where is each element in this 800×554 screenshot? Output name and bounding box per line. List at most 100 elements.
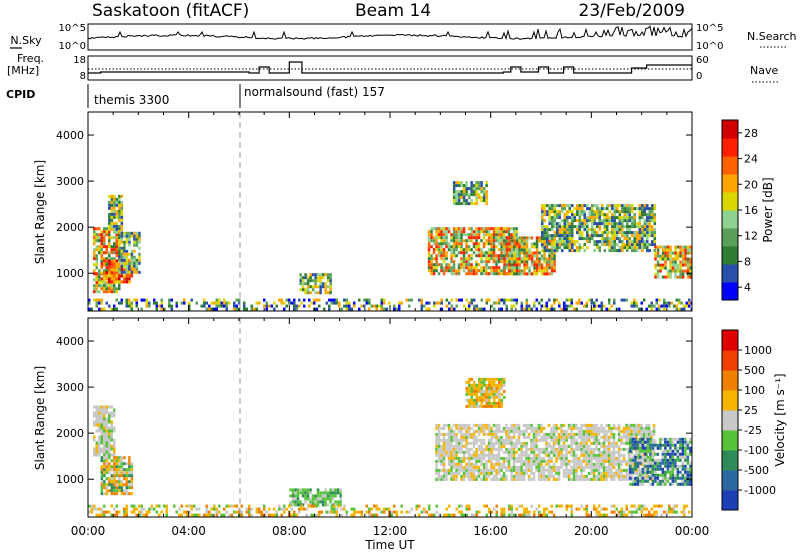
heatmap-cell [467, 441, 471, 445]
heatmap-cell [606, 219, 609, 223]
heatmap-cell [636, 234, 639, 238]
heatmap-cell [557, 465, 561, 469]
heatmap-cell [525, 298, 528, 302]
heatmap-cell [635, 429, 638, 433]
heatmap-cell [613, 243, 616, 247]
heatmap-cell [103, 456, 106, 460]
heatmap-cell [498, 392, 501, 396]
heatmap-cell [478, 510, 481, 514]
heatmap-cell [616, 225, 619, 229]
heatmap-cell [543, 210, 546, 214]
heatmap-cell [495, 230, 498, 234]
heatmap-cell [492, 423, 496, 427]
heatmap-cell [120, 218, 124, 222]
heatmap-cell [593, 228, 596, 232]
heatmap-cell [447, 471, 451, 475]
heatmap-cell [518, 260, 521, 264]
heatmap-cell [689, 257, 692, 261]
heatmap-cell [505, 272, 508, 276]
heatmap-cell [572, 474, 576, 478]
heatmap-cell [110, 432, 113, 436]
heatmap-cell [457, 444, 461, 448]
heatmap-cell [530, 462, 533, 466]
heatmap-cell [513, 272, 516, 276]
heatmap-cell [545, 468, 548, 472]
heatmap-cell [145, 304, 148, 308]
heatmap-cell [457, 227, 461, 231]
heatmap-cell [503, 236, 506, 240]
heatmap-cell [487, 254, 491, 258]
heatmap-cell [380, 307, 383, 311]
heatmap-cell [326, 273, 330, 277]
heatmap-cell [125, 270, 129, 274]
heatmap-cell [483, 504, 486, 508]
heatmap-cell [480, 190, 483, 194]
heatmap-cell [488, 404, 491, 408]
heatmap-cell [517, 423, 521, 427]
heatmap-cell [455, 254, 458, 258]
heatmap-cell [590, 447, 593, 451]
heatmap-cell [608, 237, 611, 241]
heatmap-cell [576, 213, 579, 217]
heatmap-cell [525, 429, 528, 433]
heatmap-cell [115, 274, 119, 278]
heatmap-cell [535, 435, 538, 439]
heatmap-cell [552, 423, 556, 427]
heatmap-cell [280, 301, 283, 305]
heatmap-cell [618, 307, 621, 311]
heatmap-cell [318, 298, 321, 302]
heatmap-cell [630, 513, 633, 517]
heatmap-cell [125, 277, 129, 281]
heatmap-cell [375, 513, 378, 517]
heatmap-cell [329, 273, 332, 277]
heatmap-cell [314, 285, 317, 289]
heatmap-cell [556, 216, 559, 220]
heatmap-cell [646, 213, 649, 217]
heatmap-cell [155, 504, 158, 508]
heatmap-cell [527, 456, 531, 460]
heatmap-cell [528, 251, 531, 255]
heatmap-cell [435, 435, 438, 439]
heatmap-cell [490, 441, 493, 445]
heatmap-cell [103, 465, 106, 469]
heatmap-cell [138, 510, 141, 514]
heatmap-cell [510, 263, 514, 267]
heatmap-cell [138, 255, 141, 259]
heatmap-cell [113, 277, 116, 281]
heatmap-cell [530, 254, 534, 258]
heatmap-cell [433, 513, 436, 517]
heatmap-cell [450, 450, 453, 454]
heatmap-cell [578, 234, 581, 238]
heatmap-cell [105, 456, 109, 460]
heatmap-cell [585, 474, 588, 478]
heatmap-cell [301, 279, 305, 283]
heatmap-cell [636, 207, 639, 211]
heatmap-cell [661, 443, 665, 447]
heatmap-cell [602, 456, 606, 460]
heatmap-cell [105, 248, 108, 252]
heatmap-cell [490, 386, 493, 390]
heatmap-cell [378, 304, 381, 308]
heatmap-cell [641, 476, 645, 480]
heatmap-cell [546, 243, 549, 247]
heatmap-cell [452, 477, 456, 481]
heatmap-cell [541, 222, 544, 226]
heatmap-cell [530, 242, 534, 246]
heatmap-cell [555, 441, 558, 445]
heatmap-cell [664, 446, 667, 450]
heatmap-cell [470, 447, 473, 451]
heatmap-cell [517, 471, 521, 475]
heatmap-cell [543, 225, 546, 229]
heatmap-cell [500, 513, 503, 517]
heatmap-cell [520, 504, 523, 508]
heatmap-cell [113, 486, 116, 490]
heatmap-cell [458, 510, 461, 514]
heatmap-cell [580, 429, 583, 433]
heatmap-cell [113, 307, 116, 311]
heatmap-cell [288, 504, 291, 508]
heatmap-cell [535, 242, 539, 246]
heatmap-cell [490, 426, 493, 430]
heatmap-cell [465, 266, 468, 270]
heatmap-cell [663, 298, 666, 302]
heatmap-cell [505, 477, 508, 481]
